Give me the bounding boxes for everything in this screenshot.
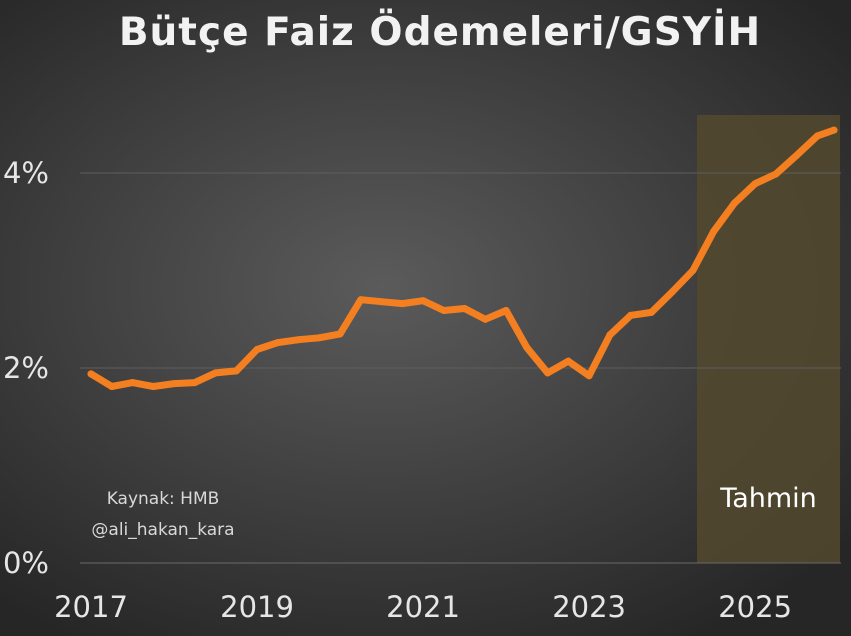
data-point bbox=[253, 345, 261, 353]
data-point bbox=[149, 383, 157, 391]
y-axis: 0% 2% 4% bbox=[3, 156, 49, 580]
y-tick-label: 4% bbox=[3, 156, 49, 190]
data-point bbox=[315, 334, 323, 342]
data-point bbox=[830, 126, 838, 134]
data-point bbox=[170, 380, 178, 388]
data-point bbox=[668, 288, 676, 296]
forecast-region bbox=[697, 115, 840, 563]
data-point bbox=[730, 199, 738, 207]
chart-title: Bütçe Faiz Ödemeleri/GSYİH bbox=[119, 8, 761, 55]
x-tick-label: 2019 bbox=[220, 590, 294, 624]
data-point bbox=[129, 379, 137, 387]
data-point bbox=[606, 331, 614, 339]
data-point bbox=[544, 369, 552, 377]
data-point bbox=[191, 379, 199, 387]
x-tick-label: 2023 bbox=[552, 590, 626, 624]
data-point bbox=[274, 339, 282, 347]
gridlines bbox=[80, 172, 841, 564]
data-point bbox=[502, 306, 510, 314]
data-point bbox=[212, 369, 220, 377]
series-layer bbox=[87, 126, 838, 391]
source-note: Kaynak: HMB bbox=[107, 489, 220, 509]
data-point bbox=[336, 330, 344, 338]
data-point bbox=[232, 367, 240, 375]
y-tick-label: 2% bbox=[3, 351, 49, 385]
data-point bbox=[585, 372, 593, 380]
x-axis: 2017 2019 2021 2023 2025 bbox=[54, 590, 792, 624]
data-point bbox=[813, 132, 821, 140]
x-tick-label: 2017 bbox=[54, 590, 128, 624]
forecast-label: Tahmin bbox=[719, 483, 817, 514]
data-point bbox=[523, 344, 531, 352]
data-point bbox=[751, 180, 759, 188]
y-tick-label: 0% bbox=[3, 546, 49, 580]
data-point bbox=[647, 308, 655, 316]
data-point bbox=[689, 267, 697, 274]
author-note: @ali_hakan_kara bbox=[91, 520, 234, 540]
data-point bbox=[378, 298, 386, 306]
data-point bbox=[87, 370, 95, 378]
data-point bbox=[295, 336, 303, 344]
data-point bbox=[481, 315, 489, 323]
x-tick-label: 2025 bbox=[718, 590, 792, 624]
x-tick-label: 2021 bbox=[386, 590, 460, 624]
data-point bbox=[461, 305, 469, 313]
data-point bbox=[357, 296, 365, 304]
data-point bbox=[772, 170, 780, 178]
data-point bbox=[440, 306, 448, 314]
data-point bbox=[419, 297, 427, 305]
data-point bbox=[710, 228, 718, 235]
data-point bbox=[108, 383, 116, 391]
data-point bbox=[793, 151, 801, 159]
data-point bbox=[398, 300, 406, 308]
data-point bbox=[564, 357, 572, 365]
data-point bbox=[627, 311, 635, 319]
